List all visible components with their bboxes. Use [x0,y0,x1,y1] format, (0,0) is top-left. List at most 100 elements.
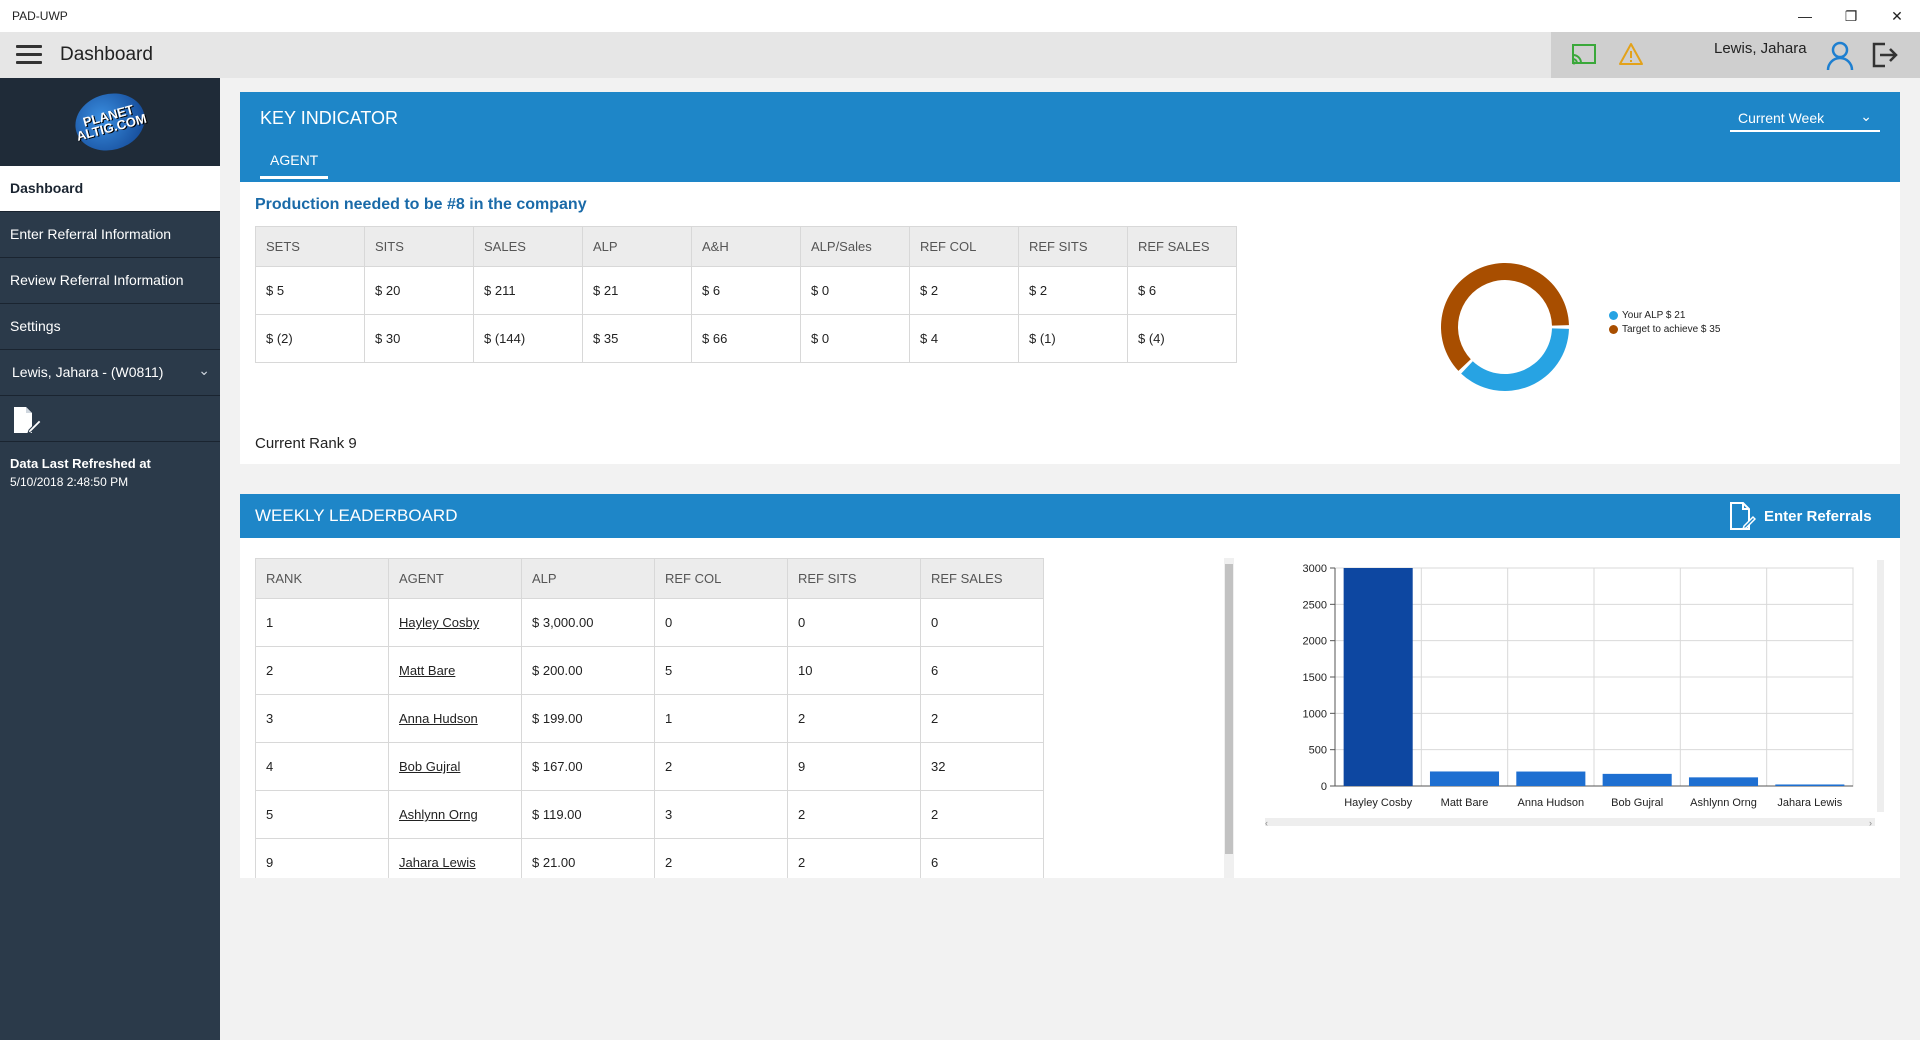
column-header: SETS [255,226,365,267]
hamburger-menu-icon[interactable] [16,45,42,65]
legend-your-alp: Your ALP $ 21 [1609,310,1685,321]
enter-referrals-button[interactable]: Enter Referrals [1728,500,1872,532]
table-cell: 0 [654,598,788,647]
table-cell: $ 21.00 [521,838,655,878]
tab-agent[interactable]: AGENT [260,152,329,179]
table-cell: $ 211 [473,266,583,315]
cast-icon[interactable] [1571,43,1597,67]
column-header: REF SITS [787,558,921,599]
period-select[interactable]: Current Week ⌄ [1730,106,1880,132]
table-cell: $ 30 [364,314,474,363]
table-cell: 3 [654,790,788,839]
table-row: 5 Ashlynn Orng $ 119.00 3 2 2 [255,790,1044,839]
user-profile-icon[interactable] [1826,41,1854,71]
column-header: ALP [521,558,655,599]
table-cell: Hayley Cosby [388,598,522,647]
table-cell: 1 [654,694,788,743]
y-tick-label: 0 [1321,781,1327,793]
table-cell: 2 [787,790,921,839]
agent-link[interactable]: Ashlynn Orng [399,807,478,822]
x-tick-label: Bob Gujral [1611,797,1663,809]
app-header: Dashboard Lewis, Jahara [0,32,1920,78]
report-button[interactable] [0,396,220,442]
sidebar-item-enter-referral[interactable]: Enter Referral Information [0,212,220,258]
table-row: 3 Anna Hudson $ 199.00 1 2 2 [255,694,1044,743]
minimize-button[interactable]: — [1798,8,1812,24]
table-cell: $ 66 [691,314,801,363]
scroll-right-icon[interactable]: › [1869,818,1872,828]
table-cell: 9 [255,838,389,878]
x-tick-label: Hayley Cosby [1344,797,1412,809]
x-tick-label: Matt Bare [1441,797,1489,809]
y-tick-label: 1500 [1303,672,1327,684]
table-cell: 4 [255,742,389,791]
chart-h-scrollbar[interactable] [1265,818,1875,826]
sign-out-icon[interactable] [1871,42,1899,68]
close-button[interactable]: ✕ [1891,7,1903,24]
table-scrollbar[interactable] [1224,558,1234,878]
column-header: REF SALES [920,558,1044,599]
table-row: 2 Matt Bare $ 200.00 5 10 6 [255,646,1044,695]
table-cell: $ 2 [1018,266,1128,315]
sidebar-item-review-referral[interactable]: Review Referral Information [0,258,220,304]
table-cell: 2 [654,742,788,791]
agent-link[interactable]: Jahara Lewis [399,855,476,870]
y-tick-label: 2500 [1303,599,1327,611]
table-cell: $ 4 [909,314,1019,363]
column-header: AGENT [388,558,522,599]
table-row: 9 Jahara Lewis $ 21.00 2 2 6 [255,838,1044,878]
scrollbar-thumb[interactable] [1225,564,1233,854]
table-cell: 32 [920,742,1044,791]
table-cell: 1 [255,598,389,647]
alp-donut-chart [1441,263,1569,391]
table-cell: Bob Gujral [388,742,522,791]
agent-link[interactable]: Bob Gujral [399,759,461,774]
planet-altig-logo: PLANET ALTIG.COM [68,85,152,159]
sidebar-item-settings[interactable]: Settings [0,304,220,350]
table-cell: 5 [255,790,389,839]
bar-matt-bare [1429,771,1500,786]
table-cell: 6 [920,838,1044,878]
column-header: REF COL [909,226,1019,267]
header-toolbar [1551,32,1920,78]
x-tick-label: Anna Hudson [1517,797,1584,809]
y-tick-label: 2000 [1303,636,1327,648]
agent-select-value: Lewis, Jahara - (W0811) [12,364,164,380]
table-cell: 2 [255,646,389,695]
sidebar-item-dashboard[interactable]: Dashboard [0,166,220,212]
column-header: SALES [473,226,583,267]
bar-ashlynn-orng [1688,777,1759,786]
chevron-down-icon: ⌄ [1860,108,1872,124]
table-cell: $ (2) [255,314,365,363]
key-indicator-title: KEY INDICATOR [260,108,399,128]
table-cell: $ 20 [364,266,474,315]
donut-slice-0 [1461,328,1569,391]
leaderboard-header: WEEKLY LEADERBOARD Enter Referrals [240,494,1900,538]
table-cell: 2 [787,838,921,878]
refresh-label: Data Last Refreshed at [10,456,151,471]
table-cell: $ 6 [691,266,801,315]
agent-link[interactable]: Anna Hudson [399,711,478,726]
x-tick-label: Jahara Lewis [1777,797,1842,809]
table-cell: $ 2 [909,266,1019,315]
logo-area: PLANET ALTIG.COM [0,78,220,166]
column-header: A&H [691,226,801,267]
table-cell: $ 6 [1127,266,1237,315]
warning-icon[interactable] [1618,42,1644,66]
y-tick-label: 3000 [1303,563,1327,575]
agent-link[interactable]: Matt Bare [399,663,456,678]
chart-v-scrollbar[interactable] [1877,560,1884,812]
agent-select[interactable]: Lewis, Jahara - (W0811) ⌄ [0,350,220,396]
refresh-time: 5/10/2018 2:48:50 PM [10,475,129,489]
leaderboard-bar-chart: 0 500 1000 1500 2000 2500 3000 Hayley Cosby Matt… [1265,560,1884,828]
column-header: REF COL [654,558,788,599]
agent-link[interactable]: Hayley Cosby [399,615,480,630]
key-indicator-panel: Production needed to be #8 in the compan… [240,182,1900,464]
bar-jahara-lewis [1775,784,1845,786]
table-row: 4 Bob Gujral $ 167.00 2 9 32 [255,742,1044,791]
sidebar: PLANET ALTIG.COM Dashboard Enter Referra… [0,78,220,1040]
leaderboard-panel: RANK AGENT ALP REF COL REF SITS REF SALES 1 Ha… [240,538,1900,878]
table-cell: Matt Bare [388,646,522,695]
restore-button[interactable]: ❐ [1844,7,1858,24]
scroll-left-icon[interactable]: ‹ [1265,818,1268,828]
